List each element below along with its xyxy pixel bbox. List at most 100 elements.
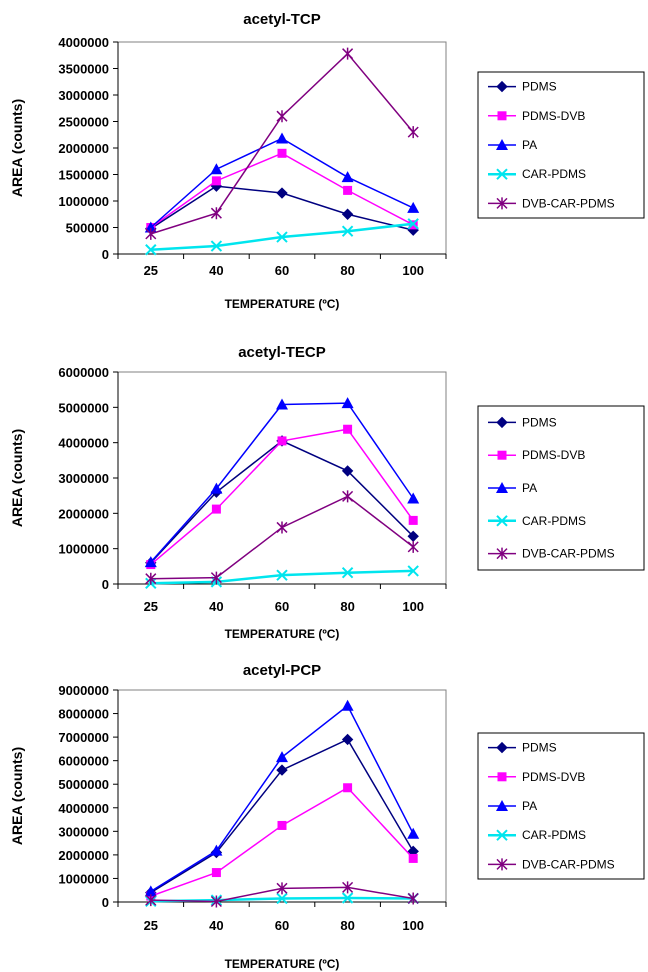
x-tick-label: 100	[402, 918, 424, 933]
data-point	[342, 47, 354, 60]
data-point	[276, 569, 288, 581]
y-tick-label: 1000000	[58, 194, 109, 209]
legend-label: DVB-CAR-PDMS	[522, 857, 615, 871]
y-tick-label: 3000000	[58, 88, 109, 103]
legend: PDMS PDMS-DVB PA CAR-PDMS DVB-CAR-PDMS	[477, 405, 645, 571]
x-axis-label: TEMPERATURE (ºC)	[225, 627, 340, 641]
data-point	[144, 556, 157, 568]
chart-title: acetyl-TCP	[243, 11, 321, 28]
data-point	[407, 126, 419, 139]
legend-marker	[496, 547, 508, 560]
data-point	[407, 565, 419, 577]
data-point	[210, 571, 222, 584]
data-point	[210, 482, 223, 494]
legend-marker	[497, 772, 507, 782]
data-point	[341, 225, 354, 237]
x-tick-label: 100	[402, 599, 424, 614]
y-tick-label: 2000000	[58, 141, 109, 156]
data-point	[407, 492, 420, 504]
data-point	[276, 882, 288, 895]
data-point	[342, 881, 354, 894]
legend-marker	[497, 450, 507, 460]
legend: PDMS PDMS-DVB PA CAR-PDMS DVB-CAR-PDMS	[477, 732, 645, 880]
data-point	[341, 208, 354, 220]
y-tick-label: 0	[102, 895, 109, 910]
data-point	[407, 201, 420, 213]
data-point	[408, 515, 418, 525]
x-tick-label: 40	[209, 918, 223, 933]
y-tick-label: 7000000	[58, 730, 109, 745]
data-point	[144, 221, 157, 233]
legend-label: CAR-PDMS	[522, 167, 586, 181]
series-car-pdms	[145, 565, 419, 590]
data-point	[342, 490, 354, 503]
x-tick-label: 80	[340, 918, 354, 933]
data-point	[276, 187, 288, 199]
data-point	[144, 885, 157, 897]
chart-title: acetyl-TECP	[238, 344, 326, 361]
data-point	[276, 132, 288, 144]
legend-marker	[497, 111, 507, 121]
data-point	[341, 699, 354, 711]
x-tick-label: 25	[144, 599, 158, 614]
data-point	[407, 218, 419, 230]
x-tick-label: 40	[209, 599, 223, 614]
legend-label: PDMS-DVB	[522, 109, 585, 123]
y-tick-label: 2500000	[58, 115, 109, 130]
data-point	[276, 398, 288, 410]
legend-marker	[496, 416, 508, 429]
legend-label: PDMS	[522, 415, 557, 429]
legend-marker	[496, 858, 508, 871]
x-tick-label: 60	[275, 599, 289, 614]
x-tick-label: 80	[340, 263, 354, 278]
data-point	[341, 566, 354, 579]
data-point	[341, 892, 354, 904]
data-point	[210, 844, 223, 856]
data-point	[343, 783, 353, 793]
data-point	[276, 764, 288, 776]
data-point	[276, 751, 288, 763]
chart-2: acetyl-TECP 0 1000000 2000000 3000000 4000000…	[9, 344, 645, 641]
x-tick-label: 25	[144, 263, 158, 278]
y-tick-label: 8000000	[58, 707, 109, 722]
y-tick-label: 0	[102, 247, 109, 262]
series-pa	[144, 397, 420, 568]
data-point	[211, 504, 221, 514]
y-tick-label: 4000000	[58, 436, 109, 451]
data-point	[210, 207, 222, 220]
y-tick-label: 6000000	[58, 365, 109, 380]
legend-marker	[496, 515, 508, 527]
legend-label: PDMS-DVB	[522, 770, 585, 784]
y-tick-label: 6000000	[58, 754, 109, 769]
y-axis-label: AREA (counts)	[9, 747, 25, 845]
series-pa	[144, 699, 420, 897]
legend-marker	[496, 741, 508, 754]
y-tick-label: 500000	[66, 221, 109, 236]
data-point	[145, 572, 157, 585]
data-point	[408, 853, 418, 863]
y-tick-label: 3000000	[58, 824, 109, 839]
legend-marker	[496, 80, 508, 93]
legend-label: CAR-PDMS	[522, 514, 586, 528]
legend-marker	[496, 197, 508, 210]
y-tick-label: 1000000	[58, 871, 109, 886]
y-tick-label: 4000000	[58, 801, 109, 816]
x-tick-label: 80	[340, 599, 354, 614]
legend-label: PDMS	[522, 741, 557, 755]
y-tick-label: 3500000	[58, 62, 109, 77]
series-pa	[144, 132, 420, 233]
data-point	[145, 244, 157, 256]
data-point	[210, 240, 223, 252]
data-point	[407, 540, 419, 553]
legend-marker	[496, 168, 508, 180]
legend-label: PDMS-DVB	[522, 448, 585, 462]
data-point	[145, 894, 157, 907]
data-point	[210, 163, 223, 175]
data-point	[277, 820, 287, 830]
data-point	[343, 185, 353, 195]
legend-marker	[496, 482, 508, 493]
series-dvb-car-pdms	[145, 881, 419, 908]
legend-marker	[496, 800, 508, 811]
plot-area	[117, 41, 447, 255]
data-point	[276, 892, 288, 905]
